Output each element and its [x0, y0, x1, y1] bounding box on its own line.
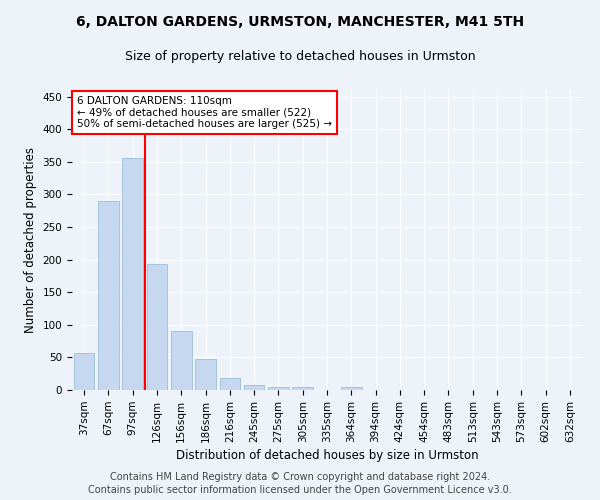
Text: Contains HM Land Registry data © Crown copyright and database right 2024.: Contains HM Land Registry data © Crown c…: [110, 472, 490, 482]
Bar: [146, 264, 167, 390]
Bar: [171, 332, 191, 390]
X-axis label: Distribution of detached houses by size in Urmston: Distribution of detached houses by size …: [176, 449, 478, 462]
Bar: [341, 386, 362, 390]
Text: 6, DALTON GARDENS, URMSTON, MANCHESTER, M41 5TH: 6, DALTON GARDENS, URMSTON, MANCHESTER, …: [76, 15, 524, 29]
Bar: [244, 385, 265, 390]
Text: 6 DALTON GARDENS: 110sqm
← 49% of detached houses are smaller (522)
50% of semi-: 6 DALTON GARDENS: 110sqm ← 49% of detach…: [77, 96, 332, 129]
Y-axis label: Number of detached properties: Number of detached properties: [24, 147, 37, 333]
Bar: [74, 353, 94, 390]
Text: Size of property relative to detached houses in Urmston: Size of property relative to detached ho…: [125, 50, 475, 63]
Bar: [292, 386, 313, 390]
Text: Contains public sector information licensed under the Open Government Licence v3: Contains public sector information licen…: [88, 485, 512, 495]
Bar: [122, 158, 143, 390]
Bar: [98, 201, 119, 390]
Bar: [195, 360, 216, 390]
Bar: [220, 378, 240, 390]
Bar: [268, 386, 289, 390]
